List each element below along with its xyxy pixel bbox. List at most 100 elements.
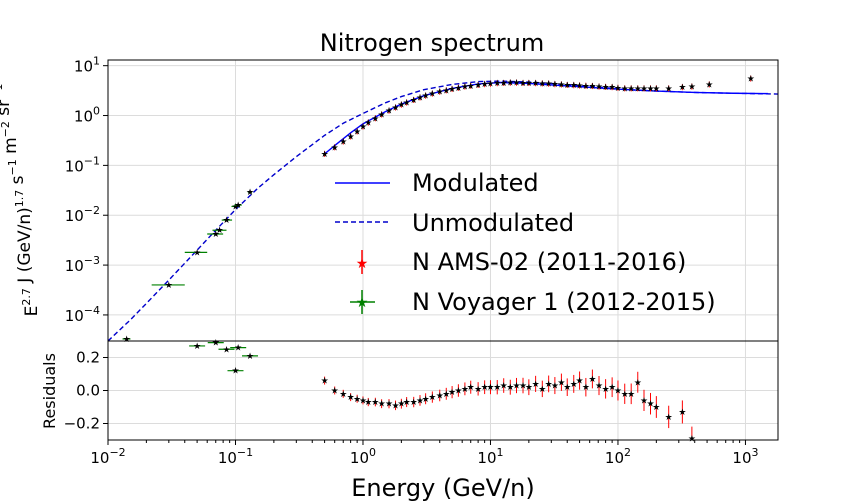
ams-marker: ★ [493,79,501,89]
ams-data-point: ★ [391,103,399,113]
ams-residual-point: ★ [385,399,393,410]
ams-data-point: ★ [353,127,361,137]
ams-marker: ★ [371,114,379,124]
ams-data-point: ★ [563,81,571,91]
ams-residual-point: ★ [532,375,540,392]
ams-data-point: ★ [608,83,616,93]
ams-residual-point: ★ [448,386,456,399]
ams-residual-point: ★ [538,380,546,398]
legend-voyager-swatch: ★ [350,290,375,314]
ams-residual-point: ★ [678,400,686,424]
ams-marker: ★ [364,119,372,129]
ams-residual-point: ★ [588,369,596,389]
ams-residual-marker: ★ [436,391,444,401]
ams-residual-point: ★ [403,397,411,408]
x-tick-label: 10−1 [218,446,253,467]
ams-marker: ★ [551,80,559,90]
ams-residual-point: ★ [500,378,508,393]
ams-data-point: ★ [436,88,444,98]
ams-residual-point: ★ [364,397,372,408]
ams-residual-point: ★ [486,380,495,395]
ams-residual-marker: ★ [339,390,347,400]
ams-residual-marker: ★ [474,385,482,395]
ams-marker: ★ [557,80,565,90]
ams-residual-marker: ★ [403,398,411,408]
voyager-residual-marker: ★ [222,345,230,355]
ams-marker: ★ [602,83,610,93]
residual-tick-label: −0.2 [64,415,100,433]
ams-residual-point: ★ [512,377,521,394]
legend-unmodulated-label: Unmodulated [412,209,574,237]
ams-data-point: ★ [454,84,462,94]
ams-residual-point: ★ [665,405,673,429]
data-points: ★★★★★★★★★ ★★★★★★★★ ★★★★★★ ★★★★★★★★★★★★★★★★★… [122,75,755,345]
ams-data-point: ★ [422,92,430,102]
ams-data-point: ★ [474,81,482,91]
ams-marker: ★ [416,93,424,103]
ams-data-point: ★ [557,80,565,90]
ams-marker: ★ [321,150,329,160]
ams-data-point: ★ [397,101,405,111]
ams-residual-point: ★ [378,399,386,410]
ams-data-point: ★ [582,82,590,92]
voyager-residual-point: ★ [242,352,259,362]
ams-residual-point: ★ [563,378,571,397]
x-tick-label: 101 [477,446,503,467]
ams-residual-marker: ★ [582,383,590,393]
voyager-data-point: ★ [246,188,254,198]
legend-ams-label: N AMS-02 (2011-2016) [412,248,686,276]
ams-residual-point: ★ [422,393,430,405]
ams-data-point: ★ [576,82,584,92]
ams-data-point: ★ [493,79,501,89]
voyager-marker: ★ [212,230,220,240]
ams-residual-point: ★ [525,379,533,396]
ams-residual-marker: ★ [665,413,673,423]
residual-points: ★ ★★★★★★★ ★ ★★★★★★ ★★★★★★★★ ★★★★★★ ★★★★★★★★★★★… [189,339,696,444]
ams-data-point: ★ [347,132,355,142]
ams-marker: ★ [467,82,475,92]
ams-marker: ★ [627,84,635,94]
ams-residual-marker: ★ [410,398,418,408]
ams-residual-marker: ★ [519,382,527,392]
ams-residual-marker: ★ [454,387,462,397]
ams-data-point: ★ [614,84,622,94]
ams-residual-point: ★ [646,392,655,415]
ams-residual-point: ★ [608,377,616,398]
ams-residual-point: ★ [582,377,590,397]
ams-residual-point: ★ [557,373,565,391]
svg-text:★: ★ [356,295,369,311]
ams-marker: ★ [391,103,399,113]
ams-data-point: ★ [634,84,642,94]
ams-data-point: ★ [403,99,411,109]
ams-residual-marker: ★ [576,377,584,387]
voyager-residual-marker: ★ [212,339,220,349]
ams-residual-point: ★ [595,375,603,396]
ams-residual-marker: ★ [545,380,553,390]
ams-marker: ★ [640,84,648,94]
ams-marker: ★ [500,79,508,89]
voyager-residual-point: ★ [227,367,244,377]
voyager-marker: ★ [246,188,254,198]
ams-data-point: ★ [570,81,578,91]
ams-residual-point: ★ [688,426,696,444]
ams-residual-point: ★ [397,398,405,410]
ams-marker: ★ [646,84,654,94]
ams-residual-marker: ★ [331,387,339,397]
voyager-data-point: ★ [221,216,233,226]
ams-residual-point: ★ [416,395,424,406]
ams-data-point: ★ [705,80,713,90]
ams-residual-marker: ★ [493,383,501,393]
ams-residual-point: ★ [481,380,489,395]
ams-residual-point: ★ [461,382,469,396]
ams-data-point: ★ [595,83,603,93]
ams-data-point: ★ [640,84,648,94]
ams-marker: ★ [576,82,584,92]
voyager-data-point: ★ [212,226,227,236]
ams-marker: ★ [519,79,527,89]
voyager-data-point: ★ [234,201,242,211]
ams-data-point: ★ [747,75,755,85]
ams-data-point: ★ [339,138,347,148]
ams-marker: ★ [525,79,533,89]
y-axis-ticks: 10−4 10−3 10−2 10−1 100 101 [65,55,108,325]
ams-residual-marker: ★ [506,383,514,393]
